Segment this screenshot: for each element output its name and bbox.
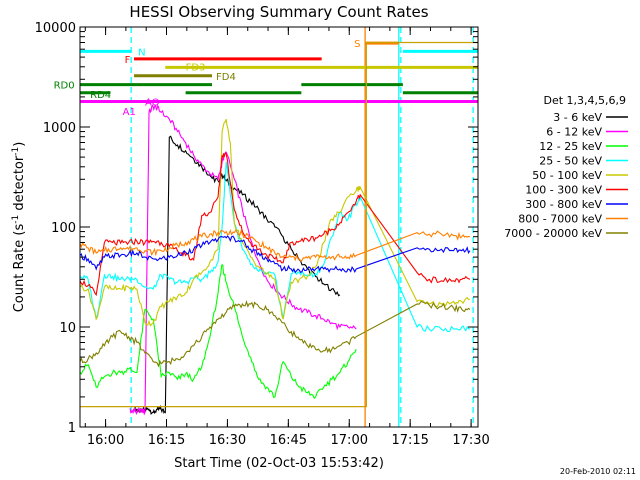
flag-label-fd3: FD3 — [186, 62, 206, 73]
x-tick-label: 17:30 — [452, 433, 489, 448]
series-line-4 — [80, 118, 471, 327]
legend-entry-label: 7000 - 20000 keV — [504, 227, 602, 240]
series-line-5 — [80, 152, 471, 297]
x-axis-label: Start Time (02-Oct-03 15:53:42) — [174, 456, 384, 471]
legend-title: Det 1,3,4,5,6,9 — [543, 94, 626, 107]
attenuator-line — [80, 41, 478, 408]
legend-entry-label: 12 - 25 keV — [539, 140, 602, 153]
flag-label-a1: A1 — [123, 107, 136, 118]
y-axis-label: Count Rate (s-1 detector-1) — [11, 142, 27, 313]
legend-entry-label: 800 - 7000 keV — [518, 213, 602, 226]
series-line-1 — [129, 104, 357, 416]
legend-entry-label: 3 - 6 keV — [553, 111, 602, 124]
x-tick-label: 17:00 — [331, 433, 368, 448]
flag-label-rd0: RD0 — [54, 81, 75, 92]
legend-entry-label: 25 - 50 keV — [539, 155, 602, 168]
flag-label-s: S — [354, 39, 360, 50]
flag-label-fd4: FD4 — [216, 72, 236, 83]
y-tick-label: 10000 — [35, 21, 76, 36]
y-tick-label: 10 — [59, 321, 76, 336]
series-line-6 — [80, 235, 471, 274]
series-line-2 — [80, 263, 357, 400]
y-tick-label: 1 — [68, 421, 76, 436]
x-tick-label: 16:00 — [87, 433, 124, 448]
legend-entry-label: 6 - 12 keV — [546, 126, 602, 139]
chart-title: HESSI Observing Summary Count Rates — [129, 3, 428, 21]
footer-timestamp: 20-Feb-2010 02:11 — [560, 467, 636, 476]
flag-label-rd4: RD4 — [90, 90, 111, 101]
series-line-8 — [80, 299, 471, 368]
series-line-0 — [134, 135, 341, 415]
flag-label-ao: AO — [145, 97, 160, 108]
flag-label-n: N — [138, 47, 145, 58]
legend-entry-label: 50 - 100 keV — [532, 169, 602, 182]
legend-entry-label: 100 - 300 keV — [525, 184, 602, 197]
y-tick-label: 1000 — [43, 121, 76, 136]
x-tick-label: 17:15 — [391, 433, 428, 448]
x-tick-label: 16:30 — [209, 433, 246, 448]
x-tick-label: 16:15 — [148, 433, 185, 448]
x-tick-label: 16:45 — [270, 433, 307, 448]
y-tick-label: 100 — [51, 221, 76, 236]
flag-label-f: F — [125, 55, 131, 66]
series-line-7 — [80, 228, 470, 262]
legend-entry-label: 300 - 800 keV — [525, 198, 602, 211]
series-line-3 — [80, 161, 471, 333]
